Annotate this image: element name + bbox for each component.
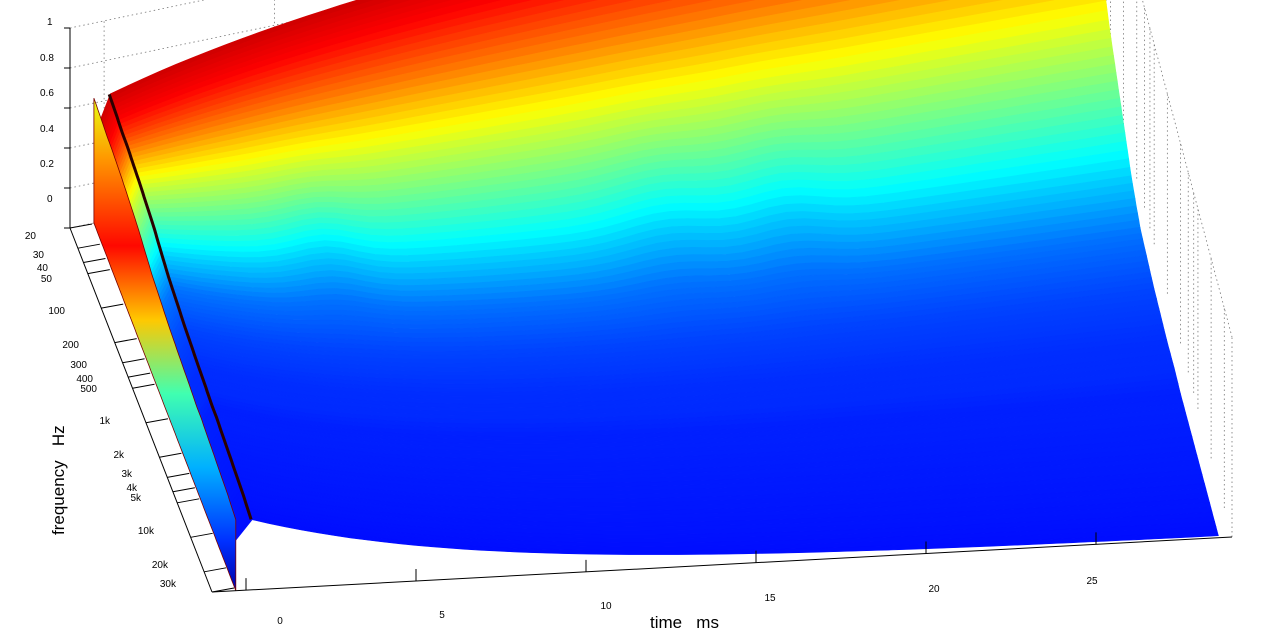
y-tick-label: 400 [76,374,93,385]
time-axis-ticks: 0 5 10 15 20 25 [277,576,1098,627]
frequency-tick [77,243,100,249]
onset-ridge-line [107,93,253,520]
z-tick-label: 0.6 [40,88,54,99]
frequency-tick [87,269,110,275]
x-tick-label: 10 [600,601,612,612]
y-tick-label: 30 [33,250,45,261]
frequency-tick [159,452,182,458]
y-axis-label: frequency Hz [49,425,68,535]
frequency-tick [122,358,145,364]
frequency-tick [167,472,190,478]
x-tick-label: 20 [928,584,940,595]
frequency-tick [132,383,155,389]
y-tick-label: 100 [48,306,65,317]
frequency-tick [101,303,124,309]
y-tick-label: 200 [62,340,79,351]
frequency-tick [69,223,93,229]
z-tick-label: 0.2 [40,159,54,170]
y-tick-label: 10k [138,526,155,537]
frequency-tick [172,487,195,493]
y-tick-label: 5k [130,493,142,504]
y-tick-label: 3k [121,469,133,480]
x-axis-label: time ms [650,613,719,632]
z-axis-ticks: 0 0.2 0.4 0.6 0.8 1 [40,17,54,205]
surface-strip [234,515,1219,555]
waterfall-surface [93,0,1219,555]
frequency-tick [204,567,227,573]
frequency-tick [83,258,106,263]
frequency-tick [211,587,235,593]
axes [64,27,1233,593]
x-tick-label: 5 [439,610,445,621]
y-tick-label: 1k [99,416,111,427]
z-tick-label: 0.4 [40,124,54,135]
x-tick-label: 25 [1086,576,1098,587]
y-tick-label: 20 [25,231,37,242]
y-tick-label: 300 [70,360,87,371]
frequency-tick [190,532,213,538]
z-tick-label: 0 [47,194,53,205]
frequency-axis-ticks: 20 30 40 50 100 200 300 400 500 1k 2k 3k… [25,231,177,590]
z-tick-label: 1 [47,17,53,28]
y-tick-label: 20k [152,560,169,571]
y-tick-label: 2k [113,450,125,461]
frequency-tick [114,338,137,344]
y-tick-label: 4k [126,483,138,494]
z-tick-label: 0.8 [40,53,54,64]
x-tick-label: 15 [764,593,776,604]
y-tick-label: 40 [37,263,49,274]
y-tick-label: 50 [41,274,53,285]
frequency-tick [145,418,169,424]
side-wall-gridline [1142,0,1233,338]
x-tick-label: 0 [277,616,283,627]
frequency-tick [177,498,200,504]
frequency-tick [128,372,151,378]
y-tick-label: 30k [160,579,177,590]
y-tick-label: 500 [80,384,97,395]
frequency-axis-line [69,227,213,593]
time-axis-line [211,536,1233,593]
